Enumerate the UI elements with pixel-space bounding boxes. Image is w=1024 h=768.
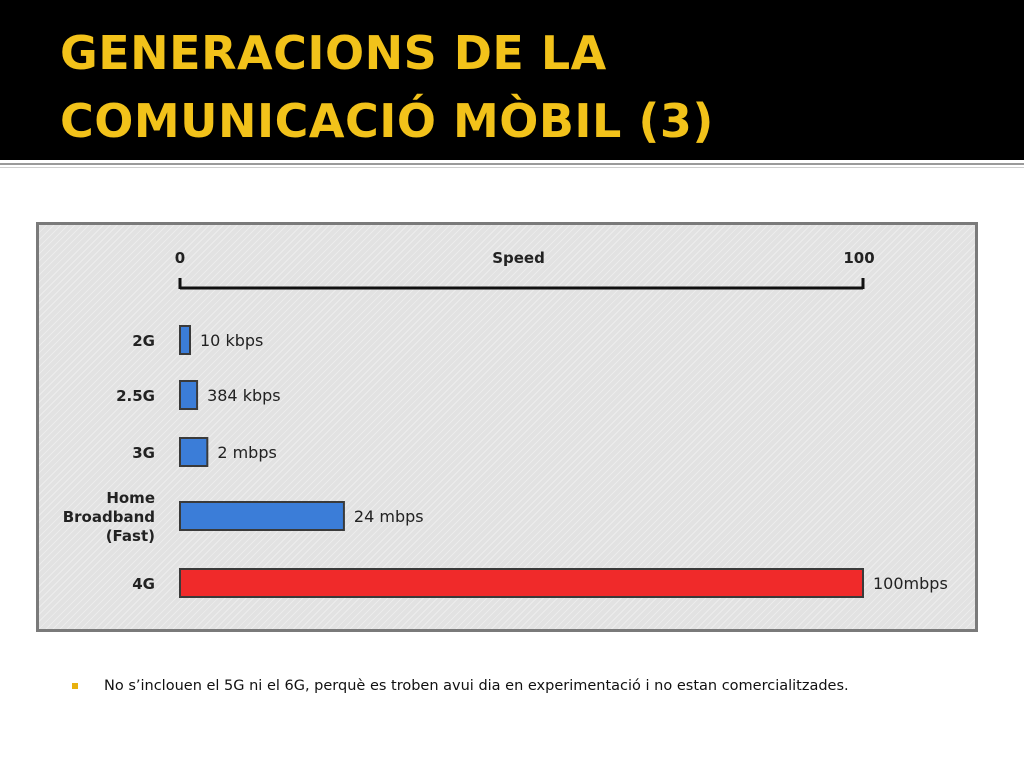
category-label-2-0: 3G — [132, 444, 155, 462]
category-label-3-2: (Fast) — [106, 527, 155, 545]
bar-value-label-0: 10 kbps — [200, 331, 263, 350]
axis-tick-label-min: 0 — [175, 249, 185, 267]
title-divider-thin — [0, 167, 1024, 168]
bar-value-label-2: 2 mbps — [217, 443, 277, 462]
bar-value-label-1: 384 kbps — [207, 386, 281, 405]
category-label-3-1: Broadband — [63, 508, 155, 526]
slide-title-line-2: COMUNICACIÓ MÒBIL (3) — [60, 94, 714, 148]
bullet-text: No s’inclouen el 5G ni el 6G, perquè es … — [104, 678, 849, 694]
bar-value-label-4: 100mbps — [873, 574, 948, 593]
bullet-square-icon — [72, 683, 78, 689]
axis-tick-label-max: 100 — [843, 249, 874, 267]
title-divider — [0, 163, 1024, 165]
bar-1 — [179, 380, 199, 410]
bar-4 — [179, 568, 864, 598]
bar-2 — [179, 437, 209, 467]
bullet-item: No s’inclouen el 5G ni el 6G, perquè es … — [72, 676, 849, 696]
speed-axis-label: Speed — [492, 249, 545, 267]
bar-value-label-3: 24 mbps — [354, 507, 424, 526]
speed-chart-svg: 0 100 Speed 10 kbps 2G 384 kbps 2.5G 2 mbps 3G 24… — [63, 249, 948, 598]
bar-3 — [179, 501, 345, 531]
category-label-1-0: 2.5G — [116, 387, 155, 405]
bar-0 — [179, 325, 191, 355]
category-label-3-0: Home — [106, 489, 155, 507]
category-label-0-0: 2G — [132, 332, 155, 350]
category-label-4-0: 4G — [132, 575, 155, 593]
slide-title-line-1: GENERACIONS DE LA — [60, 26, 607, 80]
speed-chart: 0 100 Speed 10 kbps 2G 384 kbps 2.5G 2 mbps 3G 24… — [36, 222, 978, 632]
title-band: GENERACIONS DE LA COMUNICACIÓ MÒBIL (3) — [0, 0, 1024, 160]
